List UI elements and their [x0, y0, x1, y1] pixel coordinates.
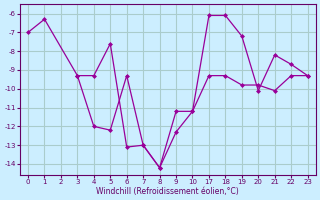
X-axis label: Windchill (Refroidissement éolien,°C): Windchill (Refroidissement éolien,°C) [96, 187, 239, 196]
